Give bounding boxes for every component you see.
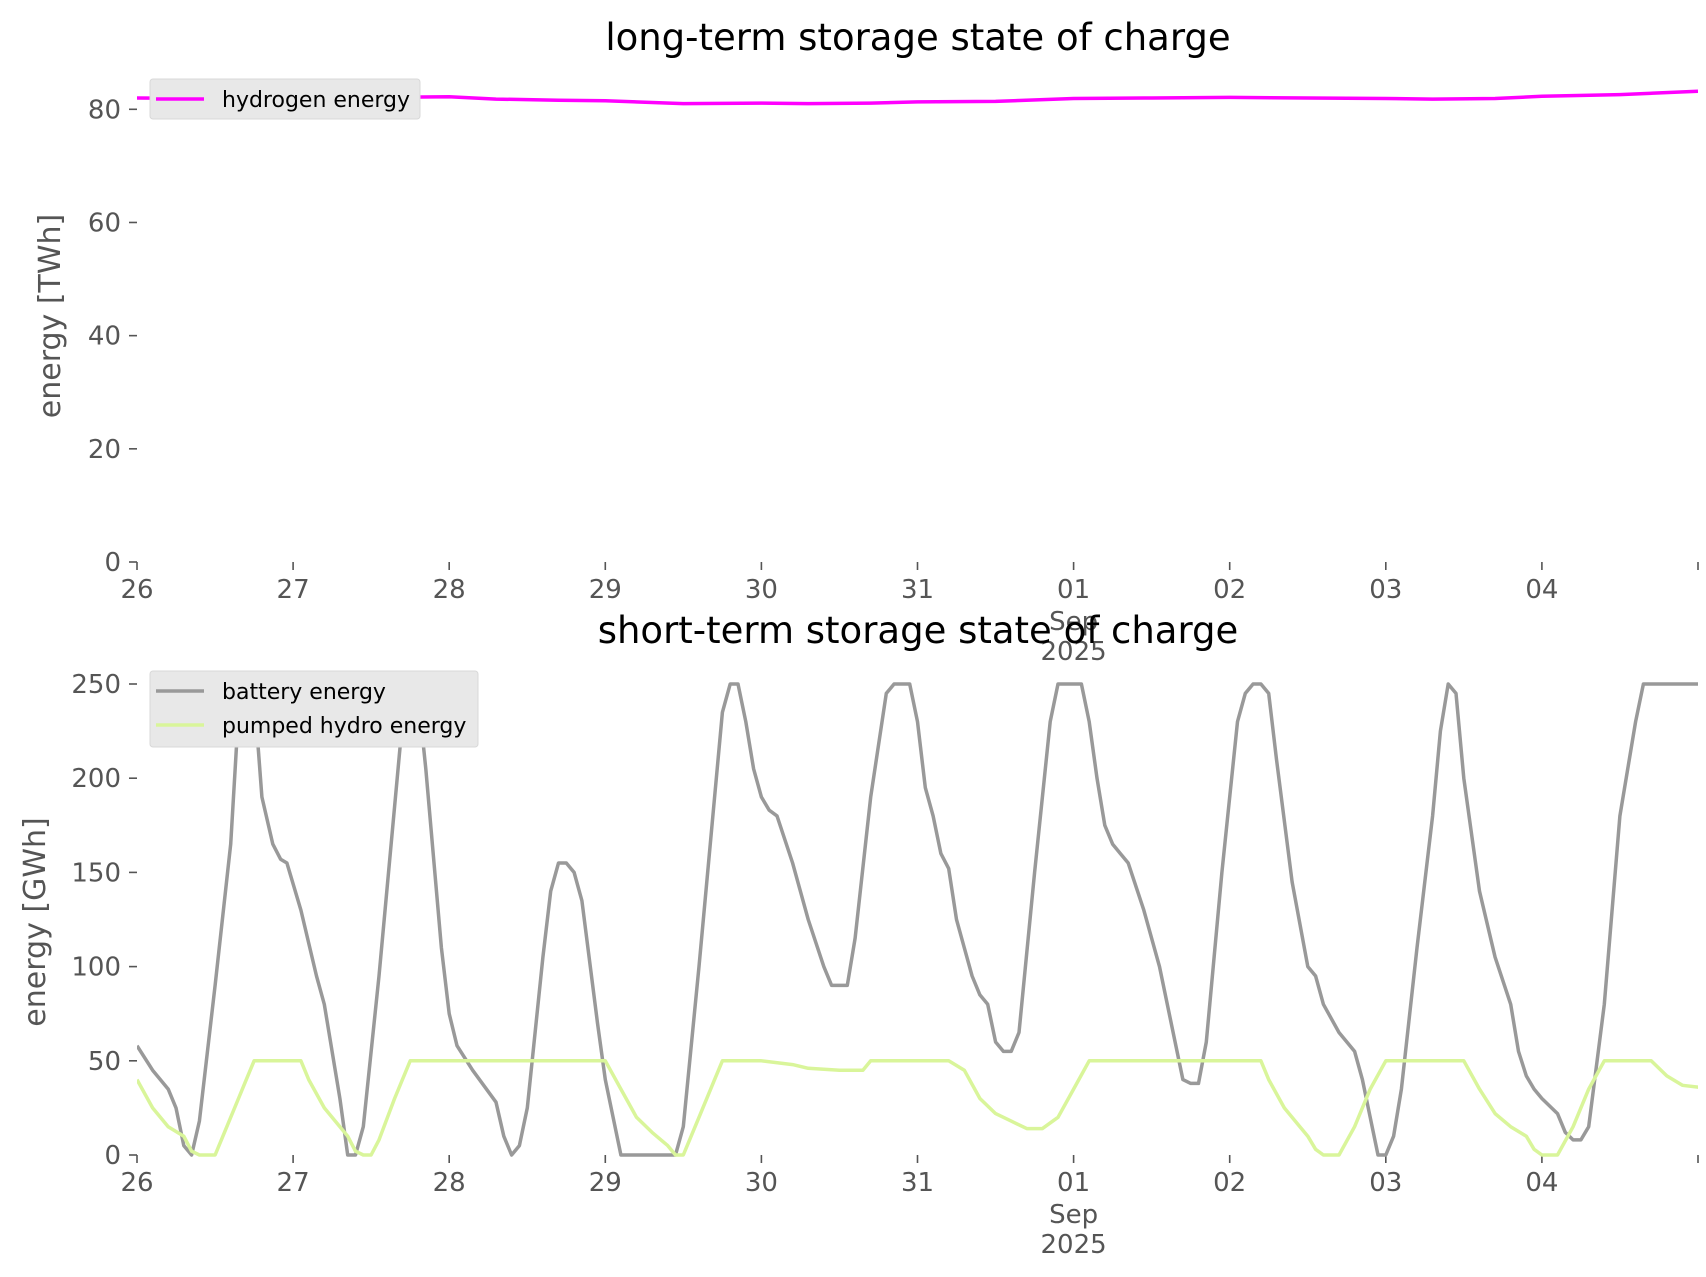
chart-title: long-term storage state of charge — [605, 16, 1230, 59]
y-axis-label: energy [TWh] — [33, 214, 68, 418]
y-tick-label: 150 — [71, 858, 121, 888]
y-tick-label: 20 — [88, 435, 121, 465]
x-tick-label: 01 — [1057, 575, 1090, 605]
x-tick-label: 29 — [589, 1168, 622, 1198]
y-tick-label: 60 — [88, 208, 121, 238]
short-term-storage-chart: short-term storage state of charge energ… — [18, 609, 1699, 1260]
y-axis-ticks: 0 50 100 150 200 250 — [71, 670, 137, 1171]
legend-label: hydrogen energy — [222, 88, 410, 113]
x-tick-label: 04 — [1525, 1168, 1558, 1198]
x-tick-label: 03 — [1369, 1168, 1402, 1198]
x-tick-sublabel: Sep — [1049, 607, 1098, 637]
y-tick-label: 40 — [88, 322, 121, 352]
x-tick-label: 26 — [120, 1168, 153, 1198]
x-tick-label: 29 — [589, 575, 622, 605]
legend-box — [149, 670, 479, 748]
x-tick-label: 26 — [120, 575, 153, 605]
chart-title: short-term storage state of charge — [598, 609, 1239, 652]
series-lines — [137, 682, 1698, 1157]
x-tick-label: 30 — [745, 1168, 778, 1198]
long-term-storage-chart: long-term storage state of charge energy… — [33, 16, 1699, 667]
series-line-hydrogen-energy — [137, 89, 1698, 106]
x-tick-label: 28 — [433, 1168, 466, 1198]
y-tick-label: 0 — [104, 1141, 121, 1171]
x-tick-label: 02 — [1213, 575, 1246, 605]
y-tick-label: 80 — [88, 95, 121, 125]
y-tick-label: 50 — [88, 1047, 121, 1077]
x-tick-sublabel: 2025 — [1041, 1230, 1107, 1260]
series-line-pumped-hydro-energy — [137, 1059, 1698, 1157]
x-tick-label: 02 — [1213, 1168, 1246, 1198]
legend: hydrogen energy — [149, 78, 421, 120]
x-tick-label: 27 — [277, 1168, 310, 1198]
series-line-battery-energy — [137, 682, 1698, 1157]
legend: battery energy pumped hydro energy — [149, 670, 479, 748]
y-tick-label: 100 — [71, 953, 121, 983]
x-tick-label: 01 — [1057, 1168, 1090, 1198]
x-tick-label: 30 — [745, 575, 778, 605]
legend-label: battery energy — [222, 680, 386, 705]
x-tick-label: 04 — [1525, 575, 1558, 605]
x-tick-sublabel: Sep — [1049, 1200, 1098, 1230]
y-tick-label: 250 — [71, 670, 121, 700]
x-tick-label: 28 — [433, 575, 466, 605]
x-tick-label: 31 — [901, 1168, 934, 1198]
y-axis-ticks: 0 20 40 60 80 — [88, 95, 137, 578]
y-tick-label: 200 — [71, 764, 121, 794]
y-tick-label: 0 — [104, 548, 121, 578]
x-tick-label: 27 — [277, 575, 310, 605]
x-tick-label: 31 — [901, 575, 934, 605]
y-axis-label: energy [GWh] — [18, 817, 53, 1026]
x-tick-sublabel: 2025 — [1041, 637, 1107, 667]
legend-label: pumped hydro energy — [222, 714, 466, 739]
series-lines — [137, 89, 1698, 106]
legend-box — [149, 78, 421, 120]
x-tick-label: 03 — [1369, 575, 1402, 605]
